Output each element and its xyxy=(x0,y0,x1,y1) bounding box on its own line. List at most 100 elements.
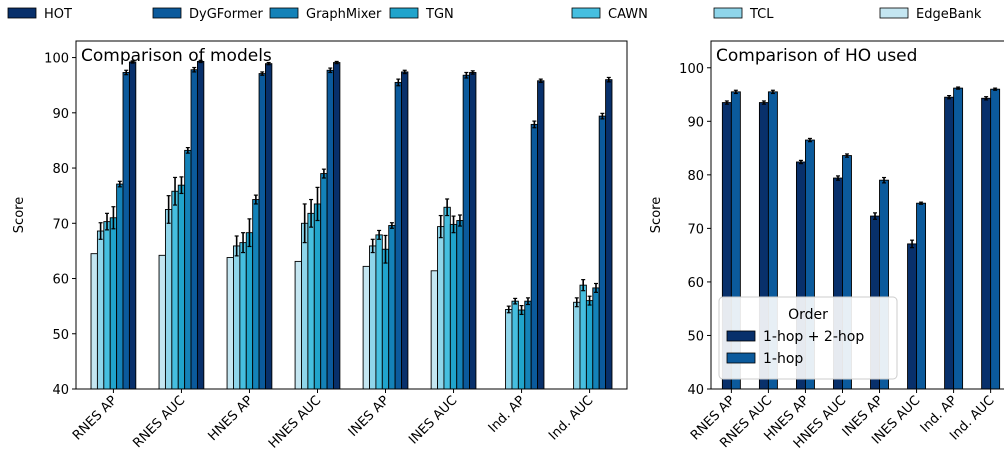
bar-dygformer-ines-ap xyxy=(394,81,402,389)
bar-1-hop-2-hop-ind-auc xyxy=(981,97,992,389)
bar-graphmixer-ind-auc xyxy=(592,287,600,389)
legend-swatch xyxy=(389,7,419,19)
bar-tgn-hnes-auc xyxy=(313,203,322,389)
bar-graphmixer-ind-ap xyxy=(524,300,532,389)
y-tick-label: 90 xyxy=(52,107,69,122)
bar-graphmixer-rnes-ap xyxy=(116,183,124,389)
y-tick-label: 50 xyxy=(52,328,69,343)
legend-box xyxy=(718,296,898,380)
y-tick-label: 60 xyxy=(52,273,69,288)
bar-tgn-rnes-ap xyxy=(109,217,118,389)
bar-hot-rnes-auc xyxy=(196,60,205,389)
axes-frame xyxy=(710,40,1004,390)
bar-graphmixer-rnes-auc xyxy=(184,149,192,389)
legend-swatch xyxy=(713,7,743,19)
y-tick-label: 70 xyxy=(687,222,704,237)
legend-label: EdgeBank xyxy=(916,7,982,22)
chart-title: Comparison of models xyxy=(81,46,272,66)
bar-dygformer-rnes-ap xyxy=(122,72,130,389)
bar-tcl-rnes-ap xyxy=(96,230,105,389)
legend-item-tcl: TCL xyxy=(713,7,774,22)
bar-1-hop-ind-auc xyxy=(990,88,1001,389)
legend-label: HOT xyxy=(44,7,72,22)
legend-label: GraphMixer xyxy=(306,7,382,22)
bar-graphmixer-ines-ap xyxy=(388,225,396,389)
x-tick-label-hnes-auc: HNES AUC xyxy=(266,393,324,451)
bar-dygformer-hnes-auc xyxy=(326,69,334,389)
bar-edgebank-hnes-ap xyxy=(226,257,234,389)
x-tick-label-ind-ap: Ind. AP xyxy=(486,393,529,436)
bar-hot-hnes-ap xyxy=(265,63,273,389)
y-tick-label: 60 xyxy=(687,276,704,291)
legend-item-graphmixer: GraphMixer xyxy=(269,7,382,22)
legend-swatch-1-hop-2-hop xyxy=(726,330,756,342)
legend-title: Order xyxy=(788,307,828,323)
bar-hot-ind-auc xyxy=(605,79,613,389)
legend-item-cawn: CAWN xyxy=(571,7,648,22)
y-tick-label: 40 xyxy=(52,383,69,398)
y-tick-label: 100 xyxy=(679,62,704,77)
bar-cawn-ind-auc xyxy=(579,284,587,389)
legend-item-dygformer: DyGFormer xyxy=(152,7,264,22)
order-legend: Order 1-hop + 2-hop 1-hop xyxy=(718,296,898,380)
bar-dygformer-rnes-auc xyxy=(190,69,198,389)
x-tick-label-rnes-auc: RNES AUC xyxy=(130,393,188,451)
bar-tcl-hnes-ap xyxy=(233,245,241,389)
bar-tgn-hnes-ap xyxy=(245,232,254,389)
bar-1-hop-2-hop-ines-auc xyxy=(907,243,918,389)
bar-cawn-ines-ap xyxy=(375,234,383,389)
bar-tcl-ind-auc xyxy=(573,301,581,389)
bar-tgn-ines-ap xyxy=(381,248,390,389)
bar-dygformer-ind-ap xyxy=(530,123,539,389)
bar-edgebank-rnes-auc xyxy=(158,254,166,389)
y-axis-label: Score xyxy=(649,197,664,233)
legend-swatch xyxy=(879,7,909,19)
legend-swatch xyxy=(152,7,182,19)
x-tick-label-ind-auc: Ind. AUC xyxy=(546,393,596,443)
bar-edgebank-rnes-ap xyxy=(90,253,98,389)
legend-item-hot: HOT xyxy=(7,7,72,22)
error-bars xyxy=(724,86,998,249)
y-tick-label: 50 xyxy=(687,329,704,344)
chart-title: Comparison of HO used xyxy=(716,46,917,66)
bar-graphmixer-hnes-auc xyxy=(320,173,328,389)
bar-cawn-rnes-auc xyxy=(171,190,179,389)
y-tick-label: 80 xyxy=(52,162,69,177)
legend-item-tgn: TGN xyxy=(389,7,454,22)
legend-swatch xyxy=(571,7,601,19)
bar-tcl-ines-auc xyxy=(437,226,445,389)
bar-tgn-ines-auc xyxy=(449,223,458,389)
bar-tcl-ind-ap xyxy=(505,309,513,389)
bars xyxy=(90,60,613,389)
bar-cawn-hnes-ap xyxy=(239,242,247,389)
bar-tgn-rnes-auc xyxy=(177,184,186,389)
bar-1-hop-2-hop-ind-ap xyxy=(944,96,955,389)
bar-hot-ines-auc xyxy=(469,72,477,389)
x-tick-label-ines-ap: INES AP xyxy=(346,393,393,440)
y-tick-label: 40 xyxy=(687,383,704,398)
bar-cawn-hnes-auc xyxy=(307,212,315,389)
y-axis: 40 50 60 70 80 90 100 xyxy=(44,52,76,398)
y-tick-label: 70 xyxy=(52,217,69,232)
legend-label-1-hop-2-hop: 1-hop + 2-hop xyxy=(763,329,864,345)
y-tick-label: 100 xyxy=(44,52,69,67)
y-tick-label: 90 xyxy=(687,115,704,130)
y-axis: 40 50 60 70 80 90 100 xyxy=(679,62,711,398)
legend-label: DyGFormer xyxy=(189,7,264,22)
bar-1-hop-ind-ap xyxy=(953,87,964,389)
x-tick-label-hnes-ap: HNES AP xyxy=(205,393,256,444)
bar-graphmixer-ines-auc xyxy=(456,220,464,389)
top-legend: HOT DyGFormer GraphMixer TGN CAWN TCL EdgeBank xyxy=(7,7,982,22)
bar-hot-hnes-auc xyxy=(333,62,341,389)
bar-dygformer-hnes-ap xyxy=(258,73,266,389)
legend-label: CAWN xyxy=(608,7,648,22)
bar-1-hop-ines-auc xyxy=(916,202,927,389)
bar-cawn-rnes-ap xyxy=(103,221,111,389)
bar-cawn-ind-ap xyxy=(511,300,519,389)
bar-hot-ines-ap xyxy=(401,71,409,389)
bar-dygformer-ines-auc xyxy=(462,74,470,389)
legend-swatch xyxy=(269,7,299,19)
